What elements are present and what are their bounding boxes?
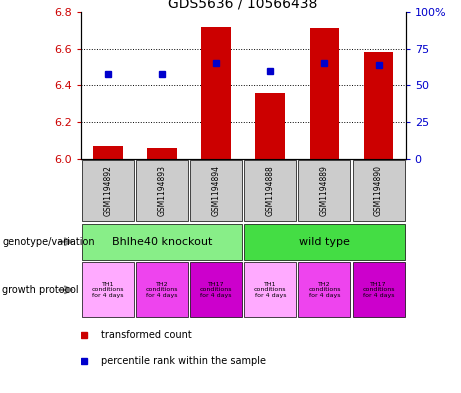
- Text: TH1
conditions
for 4 days: TH1 conditions for 4 days: [254, 281, 286, 298]
- Text: GSM1194888: GSM1194888: [266, 165, 275, 216]
- Text: GSM1194893: GSM1194893: [157, 165, 166, 216]
- Bar: [353, 263, 405, 317]
- Title: GDS5636 / 10566438: GDS5636 / 10566438: [168, 0, 318, 11]
- Text: wild type: wild type: [299, 237, 350, 247]
- Bar: [201, 26, 231, 159]
- Text: GSM1194892: GSM1194892: [103, 165, 112, 216]
- Bar: [136, 263, 188, 317]
- Text: growth protocol: growth protocol: [2, 285, 79, 295]
- Text: TH2
conditions
for 4 days: TH2 conditions for 4 days: [146, 281, 178, 298]
- Text: transformed count: transformed count: [101, 330, 192, 340]
- Bar: [364, 52, 394, 159]
- Text: GSM1194889: GSM1194889: [320, 165, 329, 216]
- Bar: [82, 160, 134, 221]
- Bar: [190, 160, 242, 221]
- Bar: [309, 28, 339, 159]
- Text: GSM1194894: GSM1194894: [212, 165, 221, 216]
- Text: genotype/variation: genotype/variation: [2, 237, 95, 247]
- Text: Bhlhe40 knockout: Bhlhe40 knockout: [112, 237, 212, 247]
- Bar: [244, 224, 405, 260]
- Bar: [244, 263, 296, 317]
- Bar: [244, 160, 296, 221]
- Bar: [147, 148, 177, 159]
- Text: percentile rank within the sample: percentile rank within the sample: [101, 356, 266, 366]
- Bar: [353, 160, 405, 221]
- Bar: [298, 263, 350, 317]
- Bar: [82, 263, 134, 317]
- Bar: [298, 160, 350, 221]
- Text: TH17
conditions
for 4 days: TH17 conditions for 4 days: [200, 281, 232, 298]
- Text: TH1
conditions
for 4 days: TH1 conditions for 4 days: [92, 281, 124, 298]
- Bar: [190, 263, 242, 317]
- Text: TH17
conditions
for 4 days: TH17 conditions for 4 days: [362, 281, 395, 298]
- Bar: [82, 224, 242, 260]
- Bar: [136, 160, 188, 221]
- Bar: [93, 146, 123, 159]
- Text: GSM1194890: GSM1194890: [374, 165, 383, 216]
- Text: TH2
conditions
for 4 days: TH2 conditions for 4 days: [308, 281, 341, 298]
- Bar: [255, 93, 285, 159]
